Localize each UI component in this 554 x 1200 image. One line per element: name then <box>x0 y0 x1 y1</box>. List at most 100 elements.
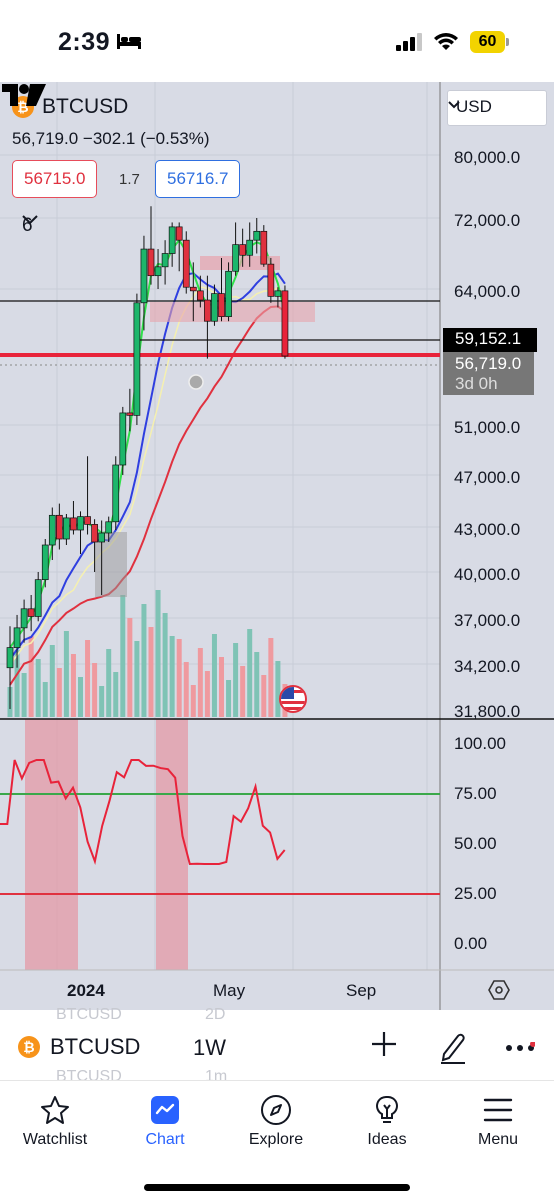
volume-bar <box>204 671 210 717</box>
tab-label: Explore <box>248 1131 304 1148</box>
volume-bar <box>56 668 62 717</box>
candle <box>147 248 155 277</box>
tab-bar: Watchlist Chart Explore Ideas Menu <box>0 1080 554 1200</box>
price-axis-label: 34,200.0 <box>454 657 521 676</box>
time-axis-label: Sep <box>346 981 377 1000</box>
volume-bar <box>78 677 83 717</box>
spread-value: 1.7 <box>119 171 140 188</box>
price-axis-label: 43,000.0 <box>454 520 521 539</box>
candle <box>175 226 183 241</box>
candle <box>140 248 148 304</box>
tab-label: Ideas <box>367 1131 407 1148</box>
sell-price-button[interactable]: 56715.0 <box>12 160 98 198</box>
chevron-down-icon <box>448 101 460 109</box>
volume-bar <box>35 659 41 717</box>
volume-bar <box>99 686 105 717</box>
buy-price-button[interactable]: 56716.7 <box>155 160 241 198</box>
candle <box>34 579 42 617</box>
currency-value: USD <box>456 97 492 116</box>
time-axis-label: May <box>213 981 246 1000</box>
price-axis-label: 51,000.0 <box>454 418 521 437</box>
candle <box>197 290 204 301</box>
candle <box>70 517 77 531</box>
bar-countdown: 3d 0h <box>455 374 498 393</box>
symbol-selector[interactable]: ₿ BTCUSD <box>18 1034 140 1060</box>
candle <box>105 521 113 534</box>
candle <box>232 244 239 272</box>
moving-average-yellow <box>9 285 286 666</box>
sleep-focus-icon <box>117 34 141 49</box>
chart-settings-icon[interactable] <box>488 980 510 1000</box>
tab-label: Menu <box>477 1131 519 1148</box>
bottom-panel: BTCUSD 2D ₿ BTCUSD 1W BTCUSD 1m Watchlis… <box>0 1006 554 1200</box>
volume-bar <box>113 672 119 717</box>
tab-label: Watchlist <box>22 1131 88 1148</box>
events-flag-icon[interactable] <box>279 685 307 713</box>
candle <box>41 544 49 581</box>
candle <box>260 230 268 265</box>
tradingview-logo-icon <box>2 84 46 106</box>
rsi-line <box>0 759 286 866</box>
drawing-tools-icon[interactable] <box>438 1032 468 1064</box>
chart-icon <box>151 1096 179 1124</box>
rsi-axis-label: 50.00 <box>454 834 497 853</box>
volume-bar <box>85 640 91 717</box>
currency-select[interactable]: USD <box>447 90 547 126</box>
rsi-axis-label: 75.00 <box>454 784 497 803</box>
candle <box>239 244 246 256</box>
volume-bar <box>134 641 140 717</box>
tab-ideas[interactable]: Ideas <box>332 1093 442 1149</box>
price-chart[interactable] <box>0 82 554 1010</box>
volume-bar <box>21 673 27 717</box>
last-price: 56,719.0 <box>455 354 522 373</box>
rsi-overbought-band <box>25 719 78 970</box>
chart-symbol[interactable]: BTCUSD <box>42 95 129 118</box>
candle <box>13 627 21 648</box>
lightbulb-icon <box>376 1095 398 1123</box>
status-bar: 2:39 60 <box>0 0 554 82</box>
tab-chart[interactable]: Chart <box>110 1093 220 1149</box>
candle <box>168 226 176 254</box>
volume-bar <box>70 654 76 717</box>
tab-watchlist[interactable]: Watchlist <box>0 1093 110 1149</box>
candle <box>246 239 254 256</box>
candle <box>211 293 218 322</box>
moving-average-red <box>9 305 286 686</box>
candle <box>189 286 197 292</box>
tab-menu[interactable]: Menu <box>443 1093 553 1149</box>
chart-area[interactable]: ₿ BTCUSD 56,719.0 −302.1 (−0.53%) 56715.… <box>0 82 554 1010</box>
candle <box>27 608 35 617</box>
candle <box>91 524 98 543</box>
volume-bar <box>127 618 133 717</box>
interval-selector[interactable]: 1W <box>193 1035 226 1060</box>
volume-bar <box>247 629 253 717</box>
candle <box>84 516 91 525</box>
candle <box>161 253 169 268</box>
price-axis-label: 31,800.0 <box>454 702 521 721</box>
indicators-toggle[interactable]: 6 <box>22 215 38 237</box>
volume-bar <box>155 590 161 717</box>
indicator-count: 6 <box>22 215 33 236</box>
horizontal-level-tag[interactable]: 59,152.1 <box>443 328 537 352</box>
tab-explore[interactable]: Explore <box>221 1093 331 1149</box>
candle <box>77 516 84 531</box>
volume-bar <box>176 639 182 717</box>
volume-bar <box>42 682 48 717</box>
battery-icon: 60 <box>470 31 505 53</box>
volume-bar <box>261 675 267 717</box>
price-axis-label: 64,000.0 <box>454 282 521 301</box>
volume-bar <box>240 666 246 717</box>
volume-bar <box>162 613 168 717</box>
candle <box>48 514 56 546</box>
price-axis-label: 80,000.0 <box>454 148 521 167</box>
more-options-icon[interactable] <box>505 1042 535 1054</box>
star-icon <box>41 1096 69 1124</box>
battery-tip <box>506 38 509 46</box>
volume-bar <box>92 663 98 717</box>
volume-bar <box>183 662 189 717</box>
candle <box>98 532 106 543</box>
volume-bar <box>63 631 69 717</box>
ghost-interval: 2D <box>205 1006 226 1023</box>
candle <box>20 608 28 629</box>
add-icon[interactable] <box>370 1030 398 1058</box>
